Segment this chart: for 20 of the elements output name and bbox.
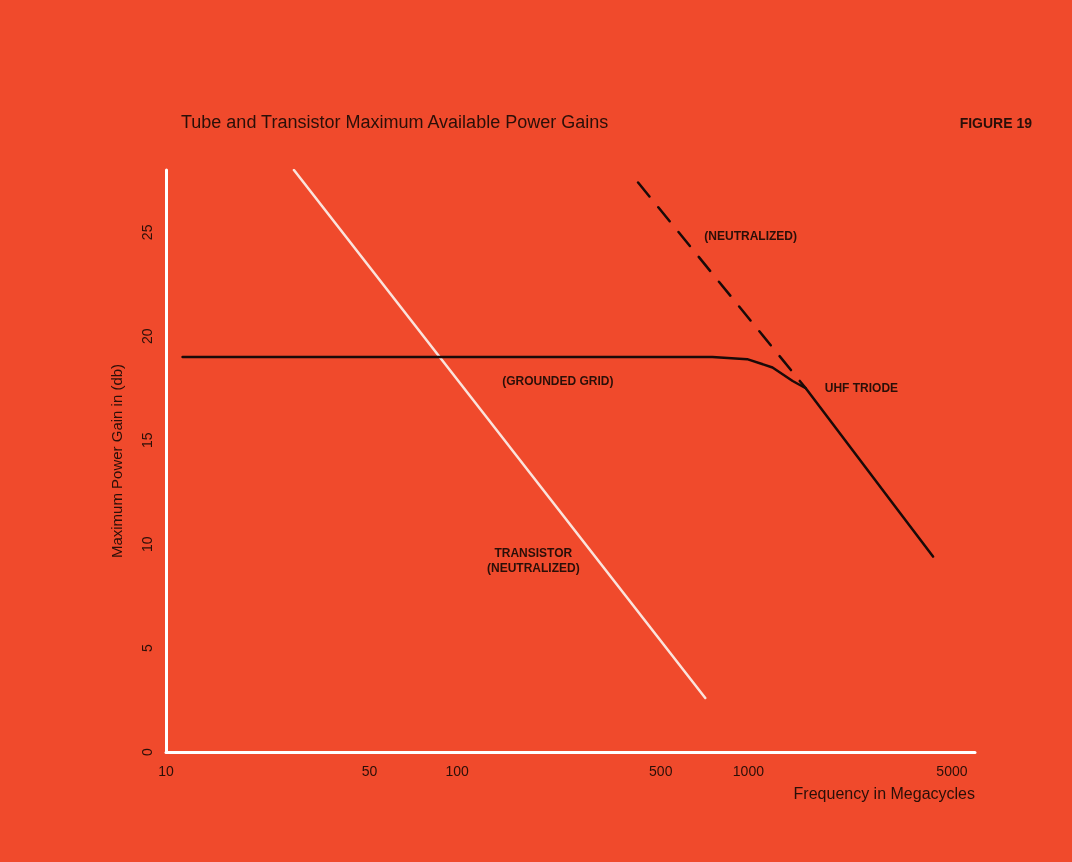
y-tick-label: 25 xyxy=(139,224,155,241)
y-tick-label: 0 xyxy=(139,747,155,756)
x-tick-label: 50 xyxy=(361,763,378,779)
series-label: TRANSISTOR (NEUTRALIZED) xyxy=(486,546,580,576)
y-tick-label: 15 xyxy=(139,432,155,448)
series-label: UHF TRIODE xyxy=(824,381,899,396)
x-tick-label: 500 xyxy=(649,763,673,779)
x-tick-label: 100 xyxy=(445,763,470,779)
x-tick-label: 1000 xyxy=(732,763,765,779)
y-axis-title: Maximum Power Gain in (db) xyxy=(108,363,125,559)
chart-title: Tube and Transistor Maximum Available Power Gains xyxy=(181,112,609,132)
caption: FIGURE 19 xyxy=(959,115,1033,131)
y-tick-label: 20 xyxy=(139,328,155,345)
x-tick-label: 10 xyxy=(158,763,174,779)
y-tick-label: 5 xyxy=(139,643,155,652)
x-axis-title: Frequency in Megacycles xyxy=(793,784,976,802)
annotation: (GROUNDED GRID) xyxy=(502,374,614,389)
y-tick-label: 10 xyxy=(139,536,155,552)
series-label: (NEUTRALIZED) xyxy=(704,228,798,243)
x-tick-label: 5000 xyxy=(936,763,968,779)
